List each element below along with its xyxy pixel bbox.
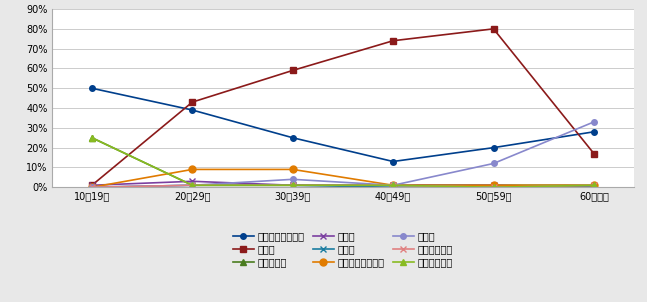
卒　業 [289, 183, 296, 187]
就　学 [289, 183, 296, 187]
結婚・離婚・縁組 [88, 185, 96, 189]
交通の利便性 [289, 183, 296, 187]
転　動 [188, 100, 196, 104]
生活の利便性 [490, 185, 498, 189]
生活の利便性 [88, 136, 96, 140]
卒　業 [88, 185, 96, 189]
就職・転職・転業 [490, 146, 498, 149]
就　学 [188, 179, 196, 183]
交通の利便性 [590, 183, 598, 187]
退職・廃業 [490, 183, 498, 187]
住　宅 [88, 185, 96, 189]
Line: 生活の利便性: 生活の利便性 [89, 134, 597, 191]
生活の利便性 [590, 183, 598, 187]
卒　業 [188, 183, 196, 187]
退職・廃業 [88, 136, 96, 140]
就　学 [389, 183, 397, 187]
交通の利便性 [490, 185, 498, 189]
卒　業 [590, 185, 598, 189]
結婚・離婚・縁組 [590, 183, 598, 187]
転　動 [590, 152, 598, 156]
Line: 退職・廃業: 退職・廃業 [89, 134, 597, 189]
就職・転職・転業 [289, 136, 296, 140]
交通の利便性 [389, 183, 397, 187]
就　学 [490, 183, 498, 187]
転　動 [389, 39, 397, 43]
Legend: 就職・転職・転業, 転　動, 退職・廃業, 就　学, 卒　業, 結婚・離婚・縁組, 住　宅, 交通の利便性, 生活の利便性: 就職・転職・転業, 転 動, 退職・廃業, 就 学, 卒 業, 結婚・離婚・縁組… [232, 231, 454, 267]
就職・転職・転業 [88, 86, 96, 90]
住　宅 [188, 183, 196, 187]
Line: 就職・転職・転業: 就職・転職・転業 [89, 85, 597, 164]
卒　業 [389, 185, 397, 189]
Line: 卒　業: 卒 業 [89, 182, 597, 190]
Line: 就　学: 就 学 [89, 178, 597, 190]
結婚・離婚・縁組 [188, 168, 196, 171]
退職・廃業 [188, 183, 196, 187]
住　宅 [389, 183, 397, 187]
転　動 [88, 183, 96, 187]
退職・廃業 [389, 183, 397, 187]
Line: 住　宅: 住 宅 [89, 119, 597, 190]
卒　業 [490, 185, 498, 189]
Line: 交通の利便性: 交通の利便性 [89, 182, 597, 190]
住　宅 [289, 178, 296, 181]
生活の利便性 [389, 183, 397, 187]
結婚・離婚・縁組 [490, 183, 498, 187]
退職・廃業 [590, 183, 598, 187]
住　宅 [490, 162, 498, 165]
就職・転職・転業 [590, 130, 598, 133]
結婚・離婚・縁組 [389, 183, 397, 187]
就職・転職・転業 [389, 160, 397, 163]
Line: 転　動: 転 動 [89, 26, 597, 188]
転　動 [289, 69, 296, 72]
Line: 結婚・離婚・縁組: 結婚・離婚・縁組 [89, 166, 597, 191]
住　宅 [590, 120, 598, 124]
結婚・離婚・縁組 [289, 168, 296, 171]
退職・廃業 [289, 183, 296, 187]
生活の利便性 [289, 183, 296, 187]
就　学 [88, 183, 96, 187]
交通の利便性 [88, 185, 96, 189]
転　動 [490, 27, 498, 31]
生活の利便性 [188, 183, 196, 187]
就　学 [590, 185, 598, 189]
就職・転職・転業 [188, 108, 196, 112]
交通の利便性 [188, 183, 196, 187]
